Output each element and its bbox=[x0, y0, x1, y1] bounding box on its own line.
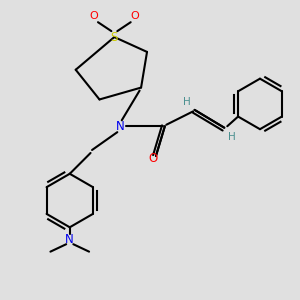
Text: O: O bbox=[131, 11, 140, 21]
Text: S: S bbox=[111, 31, 118, 44]
Text: N: N bbox=[65, 233, 74, 246]
Text: O: O bbox=[89, 11, 98, 21]
Text: H: H bbox=[183, 98, 191, 107]
Text: N: N bbox=[116, 120, 125, 133]
Text: O: O bbox=[148, 152, 158, 165]
Text: H: H bbox=[228, 132, 236, 142]
